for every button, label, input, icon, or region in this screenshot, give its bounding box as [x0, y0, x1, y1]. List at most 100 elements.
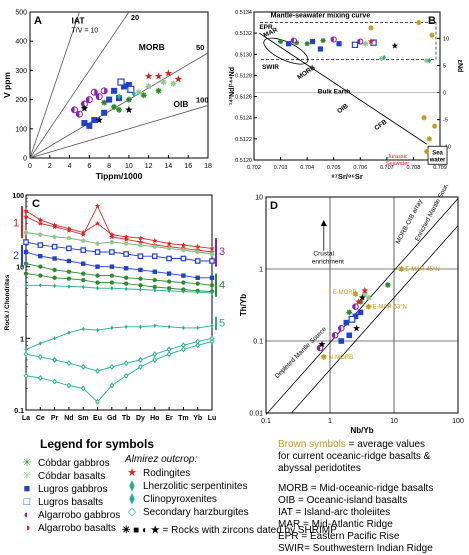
clinopyroxenites-point	[116, 93, 122, 100]
x-tick-label: 0.1	[261, 418, 271, 425]
cobdar-gabbros-point	[38, 273, 43, 278]
lugros-gabbros-point	[195, 275, 200, 280]
algarrobo-gabbros-point	[95, 93, 103, 101]
y-tick-label: 100	[15, 126, 27, 133]
chart-panel-c: La Ce Pr Nd Sm Eu Gd Tb Dy Ho Er Tm Yb Lu 0.1 1 10 100 Roc…	[4, 193, 225, 422]
cobdar-basalts-point	[109, 239, 115, 245]
lherzolitic-serpentinites-point	[131, 90, 136, 97]
algarrobo-gabbros-point	[80, 100, 88, 108]
x-tick-label: Dy	[136, 415, 145, 422]
x-tick-label: 10	[390, 418, 398, 425]
rodingites-point	[23, 208, 29, 214]
legend-title: Legend for symbols	[40, 437, 155, 451]
rodingites-line	[25, 205, 213, 253]
x-tick-label: Lu	[208, 415, 217, 422]
rodingites-point	[23, 213, 29, 219]
y-axis-label: ¹⁴³Nd/¹⁴⁴Nd	[229, 67, 236, 105]
legend-label: Rodingites	[143, 468, 191, 479]
ratio-line-label: T/V = 10	[72, 27, 99, 34]
rodingites-point	[94, 220, 101, 226]
y-tick-label: 0.5130	[235, 52, 252, 58]
secondary-harzburgites-point	[138, 356, 143, 363]
field-label-iat: IAT	[72, 16, 86, 26]
cobdar-basalts-point	[95, 241, 100, 246]
field-label-morb: MORB	[139, 42, 165, 52]
plot-frame	[29, 11, 209, 159]
algarrobo-gabbros-point	[330, 36, 337, 43]
legend-item: ⧫ Clinopyroxenites	[125, 493, 249, 506]
lugros-gabbros-point	[309, 39, 316, 45]
algarrobo-basalts-point	[100, 87, 108, 95]
algarrobo-gabbros-point	[316, 344, 324, 352]
y-tick-label: 300	[15, 68, 27, 75]
secondary-harzburgites-point	[80, 363, 86, 370]
y-tick-label: 10	[255, 195, 263, 202]
legend-item: ⧫ Lherzolitic serpentinites	[125, 480, 249, 493]
legend-item: ★ Rodingites	[125, 467, 249, 480]
x-tick-label: 14	[165, 163, 173, 170]
x-tick-label: 0.708	[407, 165, 421, 171]
cobdar-gabbros-point	[95, 273, 100, 278]
lherzolitic-serpentinites-point	[124, 286, 128, 292]
cobdar-basalts-point	[209, 251, 215, 257]
lugros-gabbros-point	[138, 267, 143, 273]
cobdar-gabbros-point	[95, 280, 100, 285]
annotation-epr: EPR	[259, 24, 273, 31]
cobdar-basalts-point	[195, 249, 200, 255]
brown-label-nmorb: N-MORB	[329, 355, 353, 361]
annotation-sea: Sea	[432, 150, 443, 156]
rodingites-point	[154, 72, 163, 80]
lugros-basalts-point	[209, 258, 215, 264]
mantle-array	[259, 32, 427, 145]
secondary-harzburgites-point	[95, 398, 100, 405]
lugros-basalts-point	[37, 242, 44, 248]
cobdar-gabbros-point	[23, 261, 29, 266]
y-tick-label: 0.1	[14, 408, 24, 415]
rodingites-point	[355, 298, 363, 305]
lugros-gabbros-point	[120, 83, 127, 90]
y-axis-label: Rock / Chondrites	[4, 274, 11, 330]
legend-zircon: ✳ ■ ◐ ★ = Rocks with zircons dated by SH…	[122, 525, 337, 536]
x-tick-label: 4	[68, 163, 72, 170]
legend-item: ◐ Algarrobo gabbros	[20, 509, 121, 522]
legend-brown: Brown symbols = average values for curre…	[278, 439, 468, 475]
crustal-arrowhead	[320, 219, 327, 226]
x-tick-label: 0.706	[353, 165, 367, 171]
secondary-harzburgites-point	[109, 382, 115, 389]
cobdar-basalts-point	[145, 83, 152, 90]
cobdar-gabbros-point	[138, 276, 143, 281]
cobdar-basalts-point	[138, 242, 143, 248]
cobdar-basalts-point	[81, 238, 86, 243]
cobdar-gabbros-point	[38, 264, 43, 269]
brown-text-1: = average values	[345, 439, 426, 450]
algarrobo-gabbros-point	[75, 110, 83, 118]
lherzolitic-serpentinites-point	[167, 288, 171, 294]
lugros-basalts-point	[66, 245, 72, 252]
cobdar-gabbros-point	[23, 271, 29, 276]
x-tick-label: Eu	[93, 415, 102, 422]
brown-label-emar45: E-MAR 45°N	[405, 267, 439, 273]
cobdar-gabbros-point	[116, 106, 122, 113]
lugros-gabbros-point	[209, 275, 215, 280]
legend-almirez: Almirez outcrop: ★ Rodingites ⧫ Lherzolitic…	[125, 453, 249, 519]
x-tick-label: 2	[48, 163, 52, 170]
legend-label: Secondary harzburgites	[143, 507, 249, 518]
y-tick-label: 0.5120	[235, 158, 252, 164]
annotation-swir: SWIR	[262, 64, 279, 71]
annotation-jurassic: Jurassic	[387, 154, 407, 160]
brown-average-point	[429, 32, 435, 38]
brown-text-3: abyssal peridotites	[278, 463, 361, 474]
lherzolitic-serpentinites-point	[24, 283, 28, 288]
lugros-gabbros-point	[166, 271, 172, 276]
y2-tick-label: 0	[443, 91, 446, 97]
clinopyroxenites-point	[53, 336, 57, 341]
secondary-harzburgites-point	[209, 335, 215, 342]
cobdar-gabbros-point	[111, 103, 118, 110]
cobdar-gabbros-point	[209, 283, 215, 288]
annotation-depleted: Depleted Mantle Source	[274, 326, 329, 381]
x-tick-label: Er	[165, 415, 173, 422]
clinopyroxenites-line	[25, 325, 213, 350]
rodingites-point	[164, 69, 173, 77]
lherzolitic-serpentinites-point	[38, 283, 42, 288]
cobdar-gabbros-point	[152, 277, 157, 283]
